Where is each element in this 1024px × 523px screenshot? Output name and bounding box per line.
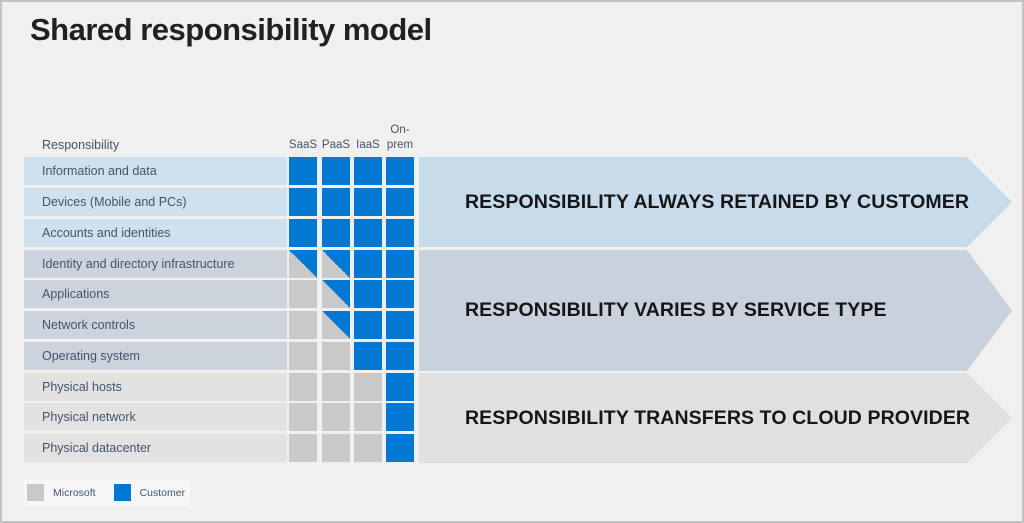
matrix-cell-customer	[386, 311, 414, 339]
row-label: Physical hosts	[24, 373, 287, 401]
matrix-cell-customer	[386, 373, 414, 401]
table-row: Information and data	[24, 157, 416, 185]
matrix-cell-customer	[289, 219, 317, 247]
matrix-cell-microsoft	[354, 434, 382, 462]
table-row: Physical hosts	[24, 373, 416, 401]
matrix-cell-customer	[354, 219, 382, 247]
matrix-cell-customer	[386, 188, 414, 216]
matrix-cell-customer	[386, 434, 414, 462]
column-header-paas: PaaS	[321, 138, 351, 151]
matrix-cell-customer	[322, 188, 350, 216]
row-label: Physical datacenter	[24, 434, 287, 462]
matrix-cell-customer	[386, 403, 414, 431]
matrix-cell-customer	[322, 157, 350, 185]
matrix-cell-microsoft	[289, 434, 317, 462]
matrix-cell-customer	[354, 342, 382, 370]
matrix-cell-customer	[354, 311, 382, 339]
matrix-cell-microsoft	[289, 342, 317, 370]
band-label: RESPONSIBILITY ALWAYS RETAINED BY CUSTOM…	[465, 190, 970, 213]
legend-swatch-customer	[113, 484, 131, 501]
column-header-onprem: On- prem	[386, 124, 414, 151]
table-row: Devices (Mobile and PCs)	[24, 188, 416, 216]
matrix-cell-customer	[386, 157, 414, 185]
matrix-cell-microsoft	[289, 403, 317, 431]
matrix-cell-customer	[354, 188, 382, 216]
matrix-cell-customer	[386, 280, 414, 308]
row-label: Physical network	[24, 403, 287, 431]
matrix-cell-shared	[322, 311, 350, 339]
legend-label: Customer	[139, 486, 186, 499]
table-row: Operating system	[24, 342, 416, 370]
matrix-cell-microsoft	[322, 434, 350, 462]
matrix-cell-microsoft	[354, 373, 382, 401]
legend-label: Microsoft	[53, 486, 96, 499]
page-title: Shared responsibility model	[30, 12, 432, 47]
band-retained: RESPONSIBILITY ALWAYS RETAINED BY CUSTOM…	[419, 157, 1012, 247]
band-label: RESPONSIBILITY TRANSFERS TO CLOUD PROVID…	[465, 406, 971, 429]
table-row: Network controls	[24, 311, 416, 339]
matrix-cell-microsoft	[354, 403, 382, 431]
matrix-cell-customer	[386, 342, 414, 370]
table-row: Physical datacenter	[24, 434, 416, 462]
band-label: RESPONSIBILITY VARIES BY SERVICE TYPE	[465, 299, 887, 321]
matrix-cell-customer	[354, 280, 382, 308]
legend: Microsoft Customer	[24, 479, 190, 506]
matrix-cell-shared	[322, 280, 350, 308]
legend-swatch-microsoft	[27, 484, 44, 501]
table-row: Identity and directory infrastructure	[24, 250, 416, 278]
matrix-cell-microsoft	[322, 373, 350, 401]
matrix-cell-customer	[354, 250, 382, 278]
table-row: Applications	[24, 280, 416, 308]
matrix-cell-microsoft	[322, 403, 350, 431]
matrix-cell-customer	[386, 219, 414, 247]
row-label: Applications	[24, 280, 287, 308]
table-row: Accounts and identities	[24, 219, 416, 247]
row-label: Identity and directory infrastructure	[24, 250, 287, 278]
matrix-cell-customer	[289, 157, 317, 185]
table-row: Physical network	[24, 403, 416, 431]
row-label: Accounts and identities	[24, 219, 287, 247]
responsibility-column-header: Responsibility	[42, 138, 120, 152]
row-label: Network controls	[24, 311, 287, 339]
matrix-cell-shared	[289, 250, 317, 278]
matrix-cell-shared	[322, 250, 350, 278]
matrix-cell-customer	[354, 157, 382, 185]
table-header: Responsibility SaaS PaaS IaaS On- prem	[24, 118, 416, 155]
column-header-iaas: IaaS	[356, 138, 380, 151]
matrix-cell-microsoft	[289, 280, 317, 308]
column-header-saas: SaaS	[288, 138, 318, 151]
matrix-cell-microsoft	[289, 373, 317, 401]
band-varies: RESPONSIBILITY VARIES BY SERVICE TYPE	[419, 250, 1012, 371]
matrix-cell-microsoft	[289, 311, 317, 339]
row-label: Operating system	[24, 342, 287, 370]
band-transfers: RESPONSIBILITY TRANSFERS TO CLOUD PROVID…	[419, 373, 1012, 463]
matrix-cell-customer	[386, 250, 414, 278]
matrix-cell-microsoft	[322, 342, 350, 370]
row-label: Information and data	[24, 157, 287, 185]
matrix-cell-customer	[322, 219, 350, 247]
matrix-cell-customer	[289, 188, 317, 216]
row-label: Devices (Mobile and PCs)	[24, 188, 287, 216]
